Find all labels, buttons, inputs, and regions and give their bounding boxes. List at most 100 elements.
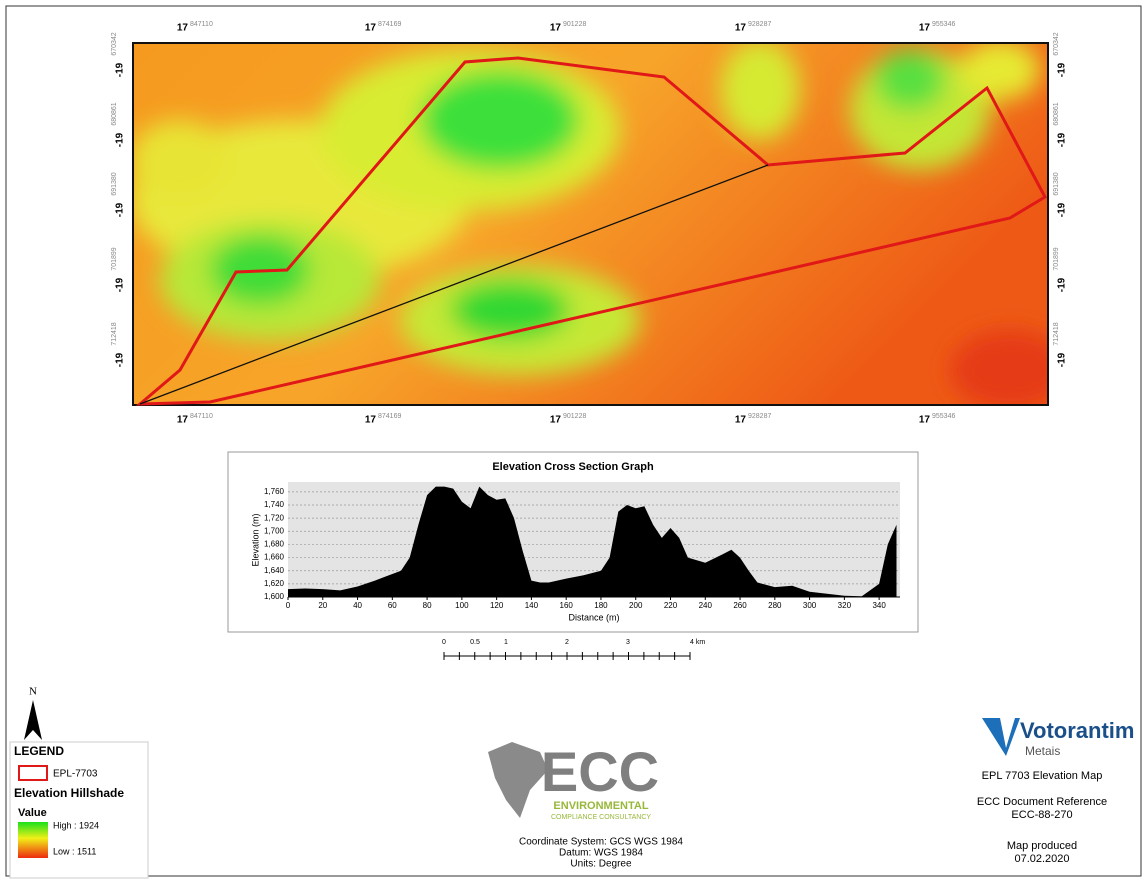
scale-bar-label: 0.5 — [470, 639, 480, 646]
company-sub: Metais — [1025, 744, 1060, 758]
y-tick-label: 1,620 — [264, 579, 285, 588]
legend-low: Low : 1511 — [53, 846, 96, 856]
coord-units: Units: Degree — [570, 859, 632, 870]
coord-value-bottom: 928287 — [748, 413, 771, 420]
coord-value-right: 691380 — [1053, 172, 1060, 195]
legend-high: High : 1924 — [53, 820, 99, 830]
coord-value-left: 670342 — [111, 32, 118, 55]
coord-prefix-left: -19 — [115, 277, 126, 292]
x-tick-label: 20 — [318, 601, 327, 610]
y-tick-label: 1,740 — [264, 500, 285, 509]
y-tick-label: 1,640 — [264, 566, 285, 575]
x-tick-label: 240 — [699, 601, 713, 610]
coord-value-top: 928287 — [748, 21, 771, 28]
scale-bar-label: 4 km — [690, 639, 705, 646]
produced-date: 07.02.2020 — [1014, 853, 1069, 865]
x-tick-label: 160 — [560, 601, 574, 610]
map-page: 1784711017847110178741691787416917901228… — [0, 0, 1147, 882]
x-tick-label: 100 — [455, 601, 469, 610]
coord-value-bottom: 847110 — [190, 413, 213, 420]
scale-bar-label: 3 — [626, 639, 630, 646]
coord-value-top: 874169 — [378, 21, 401, 28]
x-tick-label: 260 — [733, 601, 747, 610]
legend-title: LEGEND — [14, 744, 64, 758]
map-title: EPL 7703 Elevation Map — [982, 770, 1103, 782]
y-tick-label: 1,700 — [264, 526, 285, 535]
coord-value-top: 955346 — [932, 21, 955, 28]
coord-value-bottom: 901228 — [563, 413, 586, 420]
y-tick-label: 1,720 — [264, 513, 285, 522]
ecc-africa-logo — [488, 742, 548, 818]
produced-label: Map produced — [1007, 840, 1077, 852]
coord-prefix-left: -19 — [115, 352, 126, 367]
ecc-line2: COMPLIANCE CONSULTANCY — [551, 814, 651, 821]
x-tick-label: 340 — [872, 601, 886, 610]
x-tick-label: 140 — [525, 601, 539, 610]
coord-prefix-right: -19 — [1057, 62, 1068, 77]
north-arrow — [24, 700, 42, 740]
legend-value: Value — [18, 807, 47, 819]
coord-value-right: 680861 — [1053, 102, 1060, 125]
coord-prefix-top: 17 — [177, 23, 189, 34]
coord-datum: Datum: WGS 1984 — [559, 848, 643, 859]
coord-value-right: 670342 — [1053, 32, 1060, 55]
coord-prefix-left: -19 — [115, 132, 126, 147]
x-tick-label: 200 — [629, 601, 643, 610]
coord-prefix-bottom: 17 — [550, 415, 562, 426]
coord-value-left: 680861 — [111, 102, 118, 125]
y-tick-label: 1,600 — [264, 592, 285, 601]
coord-prefix-top: 17 — [919, 23, 931, 34]
x-tick-label: 120 — [490, 601, 504, 610]
x-tick-label: 320 — [838, 601, 852, 610]
x-tick-label: 280 — [768, 601, 782, 610]
coord-prefix-top: 17 — [365, 23, 377, 34]
ref-label: ECC Document Reference — [977, 796, 1107, 808]
x-tick-label: 0 — [286, 601, 291, 610]
coord-prefix-right: -19 — [1057, 277, 1068, 292]
coord-value-right: 712418 — [1053, 322, 1060, 345]
coord-value-top: 847110 — [190, 21, 213, 28]
x-tick-label: 40 — [353, 601, 362, 610]
votorantim-logo — [982, 718, 1020, 756]
scale-bar-label: 2 — [565, 639, 569, 646]
coord-value-bottom: 874169 — [378, 413, 401, 420]
coord-system: Coordinate System: GCS WGS 1984 — [519, 837, 683, 848]
x-tick-label: 60 — [388, 601, 397, 610]
x-tick-label: 220 — [664, 601, 678, 610]
y-tick-label: 1,760 — [264, 487, 285, 496]
coord-prefix-left: -19 — [115, 202, 126, 217]
coord-prefix-right: -19 — [1057, 202, 1068, 217]
x-tick-label: 80 — [423, 601, 432, 610]
legend-ramp — [18, 822, 48, 858]
coord-prefix-left: -19 — [115, 62, 126, 77]
y-axis-label: Elevation (m) — [250, 513, 260, 566]
legend-boundary-label: EPL-7703 — [53, 769, 98, 780]
ecc-line1: ENVIRONMENTAL — [553, 800, 648, 812]
coord-prefix-top: 17 — [735, 23, 747, 34]
coord-prefix-right: -19 — [1057, 352, 1068, 367]
legend-layer: Elevation Hillshade — [14, 786, 124, 800]
scale-bar-label: 0 — [442, 639, 446, 646]
graph-title: Elevation Cross Section Graph — [492, 461, 654, 473]
coord-prefix-bottom: 17 — [177, 415, 189, 426]
y-tick-label: 1,660 — [264, 553, 285, 562]
coord-prefix-bottom: 17 — [365, 415, 377, 426]
coord-value-left: 701899 — [111, 247, 118, 270]
x-axis-label: Distance (m) — [568, 612, 619, 622]
coord-prefix-bottom: 17 — [919, 415, 931, 426]
north-label: N — [29, 686, 37, 698]
coord-value-top: 901228 — [563, 21, 586, 28]
x-tick-label: 180 — [594, 601, 608, 610]
coord-prefix-bottom: 17 — [735, 415, 747, 426]
y-tick-label: 1,680 — [264, 540, 285, 549]
coord-value-left: 691380 — [111, 172, 118, 195]
coord-prefix-right: -19 — [1057, 132, 1068, 147]
coord-value-left: 712418 — [111, 322, 118, 345]
ecc-name: ECC — [541, 740, 659, 803]
coord-prefix-top: 17 — [550, 23, 562, 34]
ref-value: ECC-88-270 — [1011, 809, 1072, 821]
coord-value-bottom: 955346 — [932, 413, 955, 420]
company-name: Votorantim — [1020, 718, 1134, 743]
scale-bar-label: 1 — [504, 639, 508, 646]
coord-value-right: 701899 — [1053, 247, 1060, 270]
